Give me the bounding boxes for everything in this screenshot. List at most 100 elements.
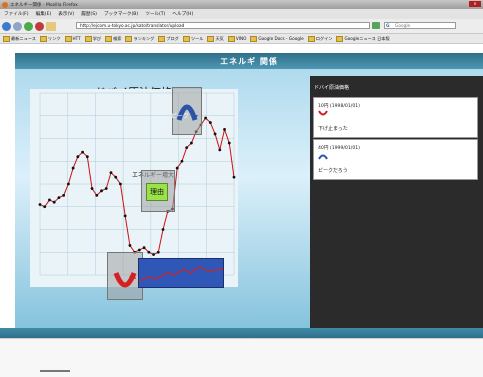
data-point — [123, 214, 127, 218]
card-note: 下げ止まった — [318, 126, 348, 132]
data-point — [175, 166, 179, 170]
menu-tools[interactable]: ツール(T) — [145, 12, 166, 17]
data-point — [38, 203, 42, 206]
google-search-icon: G — [386, 24, 390, 29]
search-input[interactable]: G Google — [384, 22, 456, 29]
page-content: エネルギ 関係 ドバイ原油価格 ピーク エネルギー増大 理由 ドバイ原油価格 1… — [15, 53, 483, 328]
bookmark-item[interactable]: VINO — [227, 35, 246, 42]
bottom-overlay[interactable] — [107, 252, 143, 300]
bookmark-item[interactable]: ランキング — [125, 35, 154, 42]
red-arrow-icon — [318, 110, 328, 116]
bookmark-item[interactable]: ログイン — [307, 35, 332, 42]
data-point — [213, 132, 217, 136]
menu-bookmarks[interactable]: ブックマーク(B) — [103, 12, 139, 17]
peak-overlay[interactable] — [172, 87, 202, 135]
data-point — [218, 148, 222, 152]
data-point — [71, 166, 75, 170]
menu-edit[interactable]: 編集(E) — [35, 12, 52, 17]
navigation-toolbar: http://ejcom.u-tokyo.ac.jp/sato/translat… — [0, 19, 483, 34]
price-points — [38, 116, 236, 256]
data-point — [109, 171, 113, 175]
bookmark-item[interactable]: ブログ — [158, 35, 179, 42]
search-placeholder: Google — [395, 24, 411, 29]
folder-icon — [158, 35, 166, 42]
blue-arch-icon — [318, 154, 328, 160]
page-title: エネルギ 関係 — [220, 57, 278, 66]
forward-icon[interactable] — [13, 21, 22, 31]
stop-icon[interactable] — [35, 21, 44, 31]
data-point — [208, 121, 212, 124]
data-point — [48, 198, 51, 202]
folder-icon — [250, 35, 258, 42]
data-point — [223, 128, 226, 131]
data-point — [227, 141, 231, 145]
menu-file[interactable]: ファイル(F) — [4, 12, 29, 17]
data-point — [204, 116, 208, 120]
data-point — [62, 193, 66, 197]
data-point — [81, 150, 84, 154]
data-point — [161, 228, 165, 231]
folder-icon — [84, 35, 92, 42]
peak-label: ピーク — [171, 113, 190, 120]
card-price: 10円 (1998/01/01) — [318, 104, 360, 109]
reason-button[interactable]: 理由 — [146, 183, 168, 201]
menu-help[interactable]: ヘルプ(H) — [172, 12, 194, 17]
folder-icon — [3, 35, 10, 42]
data-point — [232, 175, 236, 179]
bookmark-item[interactable]: 学び — [84, 35, 101, 42]
data-point — [52, 200, 56, 204]
bookmark-item[interactable]: 最新ニュース — [3, 35, 36, 42]
window-title: エネルギー関係 - Mozilla Firefox — [10, 2, 78, 8]
folder-icon — [39, 35, 47, 42]
page-header: エネルギ 関係 — [15, 53, 483, 69]
bookmark-item[interactable]: Google Docs - Google — [250, 35, 304, 42]
bookmark-item[interactable]: ツール — [182, 35, 203, 42]
data-point — [137, 248, 141, 252]
data-point — [119, 182, 122, 186]
menu-view[interactable]: 表示(V) — [58, 12, 75, 17]
data-point — [76, 155, 80, 159]
data-point — [142, 246, 146, 250]
folder-icon — [227, 35, 235, 42]
data-point — [114, 175, 118, 179]
go-button[interactable] — [372, 22, 380, 29]
reload-icon[interactable] — [24, 21, 33, 31]
folder-icon — [207, 35, 215, 42]
firefox-logo-icon — [2, 1, 8, 8]
bookmark-item[interactable]: 天気 — [207, 35, 224, 42]
data-point — [180, 159, 184, 163]
close-window-button[interactable]: ✕ — [469, 1, 481, 7]
annotation-card[interactable]: 40円 (1999/01/01) ピークだろう — [313, 139, 478, 180]
page-footer-strip — [0, 328, 483, 338]
annotation-panel: ドバイ原油価格 10円 (1998/01/01) 下げ止まった 40円 (199… — [310, 76, 483, 328]
back-icon[interactable] — [2, 21, 11, 31]
data-point — [156, 250, 160, 254]
data-point — [190, 141, 193, 145]
card-note: ピークだろう — [318, 168, 348, 174]
mini-chart — [138, 258, 224, 288]
data-point — [95, 193, 99, 197]
folder-icon — [307, 35, 315, 42]
folder-icon — [105, 35, 113, 42]
menu-history[interactable]: 履歴(S) — [81, 12, 97, 17]
bookmark-item[interactable]: HTT — [64, 35, 81, 42]
data-point — [128, 244, 132, 247]
folder-icon — [125, 35, 133, 42]
page-bottom-area — [0, 338, 483, 377]
bookmark-item[interactable]: 検索 — [105, 35, 121, 42]
data-point — [100, 189, 103, 193]
folder-icon — [336, 35, 344, 42]
blue-arch-icon — [176, 104, 198, 121]
annotation-card[interactable]: 10円 (1998/01/01) 下げ止まった — [313, 97, 478, 138]
folder-icon — [64, 35, 72, 42]
data-point — [66, 182, 70, 186]
data-point — [57, 196, 61, 200]
panel-title: ドバイ原油価格 — [314, 85, 350, 91]
data-point — [43, 205, 47, 209]
address-bar[interactable]: http://ejcom.u-tokyo.ac.jp/sato/translat… — [76, 22, 370, 29]
bookmark-item[interactable]: リンク — [39, 35, 61, 42]
home-icon[interactable] — [46, 21, 56, 31]
data-point — [147, 250, 151, 254]
folder-icon — [182, 35, 190, 42]
bookmark-item[interactable]: Googleニュース 日本版 — [336, 35, 390, 42]
